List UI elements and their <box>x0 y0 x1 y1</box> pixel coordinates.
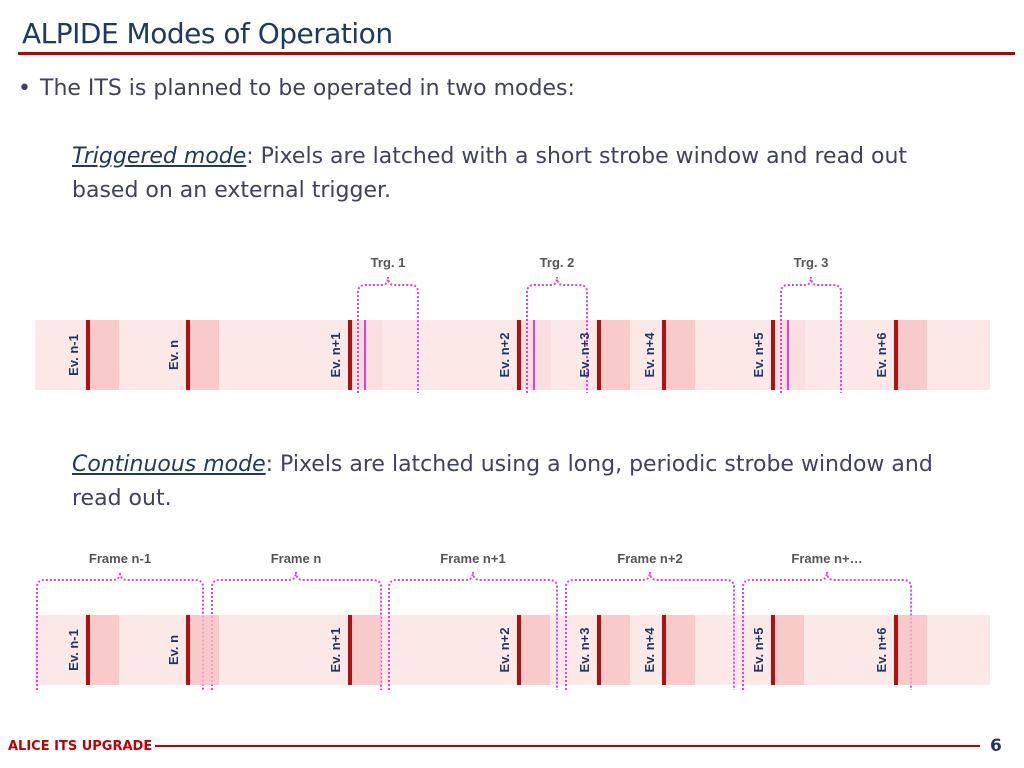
frame-label: Frame n+… <box>791 551 862 566</box>
continuous-description: : Pixels are latched using a long, perio… <box>72 452 933 511</box>
event-label: Ev. n+3 <box>577 333 592 378</box>
event-label: Ev. n+6 <box>874 333 889 378</box>
continuous-mode-label: Continuous mode <box>72 452 266 477</box>
page-number: 6 <box>990 736 1002 756</box>
triggered-description: : Pixels are latched with a short strobe… <box>72 144 908 203</box>
trigger-window: Trg. 3 <box>771 255 842 393</box>
event-marker: Ev. n+1 <box>328 615 381 685</box>
continuous-mode-diagram: Frame n-1 Frame n Frame n+1 Frame n+2 Fr… <box>35 551 990 690</box>
footer-label: ALICE ITS UPGRADE <box>8 739 153 754</box>
event-label: Ev. n <box>166 635 181 665</box>
event-label: Ev. n+1 <box>328 628 343 673</box>
frame-label: Frame n <box>271 551 322 566</box>
event-label: Ev. n-1 <box>66 334 81 376</box>
event-marker: Ev. n+3 <box>577 615 630 685</box>
event-marker: Ev. n+4 <box>642 615 695 685</box>
bullet-icon: • <box>18 76 31 101</box>
event-label: Ev. n+5 <box>751 333 766 378</box>
frame-window: Frame n <box>211 551 382 690</box>
frame-label: Frame n+1 <box>440 551 505 566</box>
event-label: Ev. n+1 <box>328 333 343 378</box>
event-label: Ev. n+2 <box>497 628 512 673</box>
trigger-label: Trg. 1 <box>371 255 406 270</box>
event-label: Ev. n+2 <box>497 333 512 378</box>
event-label: Ev. n+4 <box>642 332 657 378</box>
event-marker: Ev. n-1 <box>66 320 119 390</box>
frame-window: Frame n+2 <box>565 551 735 690</box>
trigger-label: Trg. 2 <box>540 255 575 270</box>
frame-window: Frame n+1 <box>388 551 558 690</box>
frame-label: Frame n-1 <box>89 551 151 566</box>
event-label: Ev. n+5 <box>751 628 766 673</box>
event-markers: Ev. n-1 Ev. n Ev. n+1 Ev. n+2 Ev. n+3 Ev… <box>66 615 927 685</box>
event-label: Ev. n-1 <box>66 629 81 671</box>
event-marker: Ev. n+6 <box>874 615 927 685</box>
bullet-item: • The ITS is planned to be operated in tw… <box>18 76 575 101</box>
continuous-paragraph: Continuous mode: Pixels are latched usin… <box>72 448 972 516</box>
title-underline <box>18 52 1015 55</box>
frame-label: Frame n+2 <box>617 551 682 566</box>
event-label: Ev. n+4 <box>642 627 657 673</box>
event-marker: Ev. n+6 <box>874 320 927 390</box>
event-marker: Ev. n+3 <box>577 320 630 390</box>
frame-window: Frame n+… <box>742 551 912 690</box>
event-label: Ev. n+6 <box>874 628 889 673</box>
slide-title: ALPIDE Modes of Operation <box>22 17 393 50</box>
event-marker: Ev. n+5 <box>751 615 804 685</box>
triggered-mode-label: Triggered mode <box>72 144 247 169</box>
frame-window: Frame n-1 <box>36 551 204 690</box>
trigger-label: Trg. 3 <box>794 255 829 270</box>
trigger-window: Trg. 2 <box>517 255 588 393</box>
event-label: Ev. n <box>166 340 181 370</box>
frame-windows: Frame n-1 Frame n Frame n+1 Frame n+2 Fr… <box>36 551 912 690</box>
event-marker: Ev. n <box>166 615 219 685</box>
event-marker: Ev. n+1 <box>328 320 352 390</box>
event-marker: Ev. n <box>166 320 219 390</box>
event-marker: Ev. n-1 <box>66 615 119 685</box>
trigger-window: Trg. 1 <box>348 255 419 393</box>
trigger-windows: Trg. 1 Trg. 2 Trg. 3 <box>348 255 842 393</box>
triggered-mode-diagram: Trg. 1 Trg. 2 Trg. 3 Ev. n-1 Ev. n Ev <box>35 255 990 393</box>
bullet-text: The ITS is planned to be operated in two… <box>40 76 575 101</box>
footer-rule <box>155 745 980 747</box>
event-marker: Ev. n+4 <box>642 320 695 390</box>
event-marker: Ev. n+5 <box>751 320 775 390</box>
event-markers: Ev. n-1 Ev. n Ev. n+1 Ev. n+2 Ev. n+3 Ev… <box>66 320 927 390</box>
event-marker: Ev. n+2 <box>497 615 550 685</box>
event-label: Ev. n+3 <box>577 628 592 673</box>
triggered-paragraph: Triggered mode: Pixels are latched with … <box>72 140 972 208</box>
event-marker: Ev. n+2 <box>497 320 521 390</box>
